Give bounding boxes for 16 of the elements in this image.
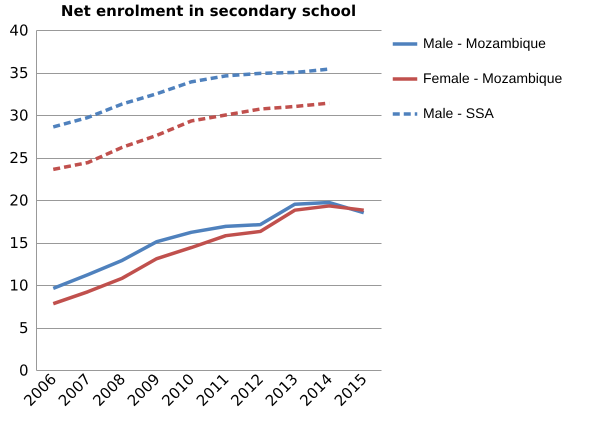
- chart-title: Net enrolment in secondary school: [60, 2, 356, 20]
- y-tick-label: 40: [9, 22, 28, 40]
- line-series: [52, 204, 366, 306]
- legend-label: Male - Mozambique: [423, 35, 546, 51]
- line-series: [52, 101, 331, 172]
- y-tick-label: 35: [9, 64, 28, 82]
- y-tick-label: 15: [9, 234, 28, 252]
- y-tick-label: 10: [9, 276, 28, 294]
- line-series: [52, 200, 366, 290]
- y-tick-label: 0: [18, 362, 28, 380]
- y-tick-label: 5: [18, 319, 28, 337]
- y-tick-label: 25: [9, 149, 28, 167]
- legend-label: Female - Mozambique: [423, 70, 562, 86]
- y-tick-label: 20: [9, 192, 28, 210]
- y-tick-label: 30: [9, 106, 28, 124]
- legend-label: Male - SSA: [423, 105, 494, 121]
